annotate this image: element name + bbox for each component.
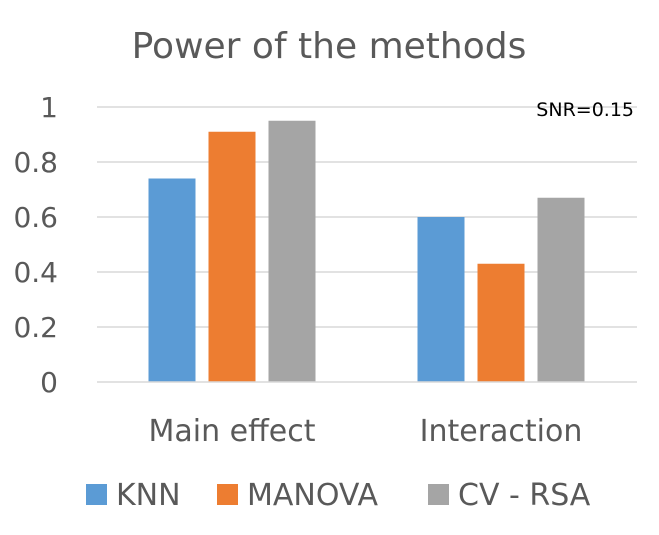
legend-label: CV - RSA: [458, 478, 591, 513]
y-tick-label: 0.4: [13, 256, 58, 289]
legend-swatch: [217, 484, 238, 505]
bar-cv-rsa-1: [268, 120, 316, 382]
category-label: Interaction: [420, 414, 583, 449]
y-tick-label: 0.6: [13, 201, 58, 234]
chart-title: Power of the methods: [132, 26, 527, 67]
legend-item: MANOVA: [217, 478, 379, 513]
legend: KNN MANOVA CV - RSA: [86, 478, 591, 513]
legend-item: CV - RSA: [428, 478, 591, 513]
y-axis-ticks: 0 0.2 0.4 0.6 0.8 1: [13, 91, 58, 399]
y-tick-label: 0.8: [13, 146, 58, 179]
legend-label: MANOVA: [247, 478, 379, 513]
legend-swatch: [86, 484, 107, 505]
y-tick-label: 1: [40, 91, 58, 124]
y-tick-label: 0: [40, 366, 58, 399]
category-label: Main effect: [149, 414, 316, 449]
bar-cv-rsa-2: [537, 197, 585, 382]
bar-knn-2: [417, 217, 465, 382]
y-tick-label: 0.2: [13, 311, 58, 344]
legend-label: KNN: [116, 478, 181, 513]
x-axis-categories: Main effect Interaction: [149, 414, 583, 449]
legend-swatch: [428, 484, 449, 505]
bar-knn-1: [148, 178, 196, 382]
bar-manova-1: [208, 131, 256, 382]
bar-manova-2: [477, 263, 525, 382]
legend-item: KNN: [86, 478, 181, 513]
bars: [148, 120, 585, 382]
snr-annotation: SNR=0.15: [536, 99, 634, 121]
